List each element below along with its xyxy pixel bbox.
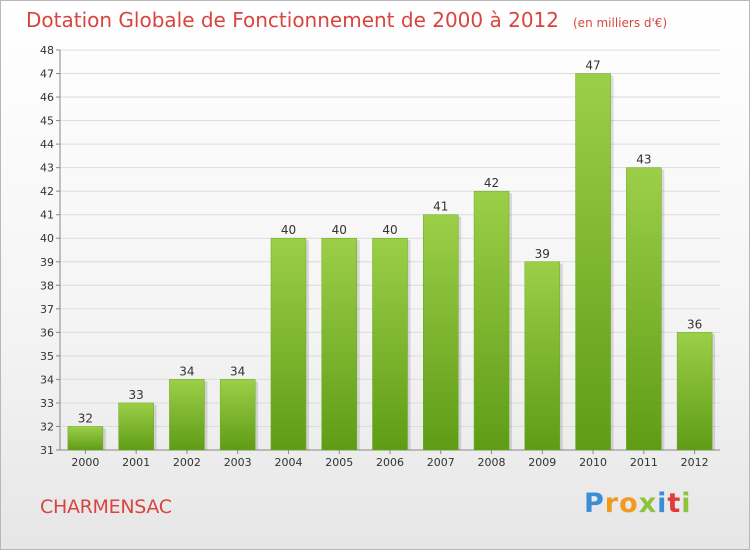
x-tick-label: 2005	[325, 456, 353, 469]
x-tick-label: 2003	[224, 456, 252, 469]
y-tick-label: 36	[40, 326, 54, 339]
chart-title: Dotation Globale de Fonctionnement de 20…	[26, 8, 667, 32]
bars	[67, 73, 716, 451]
tick-labels: 31 32 33 34 35 36 37 38 39 40 41 42 43 44 45 46 47 48 2000…	[40, 44, 709, 469]
logo-letter: r	[604, 488, 620, 519]
value-label: 47	[585, 59, 600, 73]
bar-2010	[575, 73, 611, 451]
bar-2008	[473, 190, 510, 451]
x-tick-label: 2006	[376, 456, 404, 469]
value-label: 32	[78, 411, 93, 425]
y-tick-label: 37	[40, 303, 54, 316]
title-text: Dotation Globale de Fonctionnement de 20…	[26, 8, 559, 32]
y-tick-label: 32	[40, 420, 54, 433]
value-label: 40	[382, 223, 397, 237]
value-label: 40	[332, 223, 347, 237]
bar-2003	[219, 379, 256, 451]
x-tick-label: 2012	[681, 456, 709, 469]
x-tick-label: 2009	[528, 456, 556, 469]
logo-letter: t	[667, 488, 682, 519]
bar-2005	[321, 237, 357, 451]
x-tick-label: 2002	[173, 456, 201, 469]
logo-letter: P	[584, 488, 605, 519]
x-tick-label: 2004	[274, 456, 302, 469]
value-label: 33	[129, 388, 144, 402]
x-tick-label: 2007	[427, 456, 455, 469]
value-label: 43	[636, 153, 651, 167]
y-tick-label: 46	[40, 91, 54, 104]
y-tick-label: 35	[40, 350, 54, 363]
bar-2009	[524, 261, 561, 451]
x-tick-label: 2008	[478, 456, 506, 469]
y-tick-label: 40	[40, 232, 54, 245]
y-tick-label: 31	[40, 444, 54, 457]
bar-2012	[676, 332, 713, 451]
y-tick-label: 43	[40, 162, 54, 175]
y-tick-label: 47	[40, 68, 54, 81]
logo-letter: x	[638, 488, 658, 519]
y-tick-label: 33	[40, 397, 54, 410]
x-tick-label: 2000	[71, 456, 99, 469]
x-tick-label: 2010	[579, 456, 607, 469]
value-label: 36	[687, 317, 702, 331]
y-tick-label: 34	[40, 373, 54, 386]
proxiti-logo: Proxiti	[584, 488, 692, 519]
bar-2011	[626, 167, 662, 451]
logo-letter: i	[681, 488, 692, 519]
y-tick-label: 48	[40, 44, 54, 57]
bar-2002	[169, 379, 205, 451]
town-name: CHARMENSAC	[40, 496, 172, 518]
bar-2000	[67, 426, 104, 451]
value-label: 42	[484, 176, 499, 190]
logo-letter: o	[619, 488, 639, 519]
y-tick-label: 45	[40, 115, 54, 128]
value-label: 34	[230, 364, 245, 378]
value-label: 34	[179, 364, 194, 378]
y-tick-label: 38	[40, 279, 54, 292]
value-labels: 32 33 34 34 40 40 40 41 42 39 47 43 36	[78, 59, 703, 426]
value-label: 39	[535, 247, 550, 261]
bar-2007	[423, 214, 459, 451]
x-tick-label: 2001	[122, 456, 150, 469]
y-tick-label: 41	[40, 209, 54, 222]
title-unit: (en milliers d'€)	[573, 16, 668, 30]
x-tick-label: 2011	[630, 456, 658, 469]
logo-letter: i	[657, 488, 668, 519]
y-tick-label: 42	[40, 185, 54, 198]
y-tick-label: 39	[40, 256, 54, 269]
y-tick-label: 44	[40, 138, 54, 151]
bar-2006	[372, 237, 408, 451]
bar-2004	[270, 237, 307, 451]
value-label: 41	[433, 200, 448, 214]
bar-2001	[118, 402, 154, 451]
value-label: 40	[281, 223, 296, 237]
